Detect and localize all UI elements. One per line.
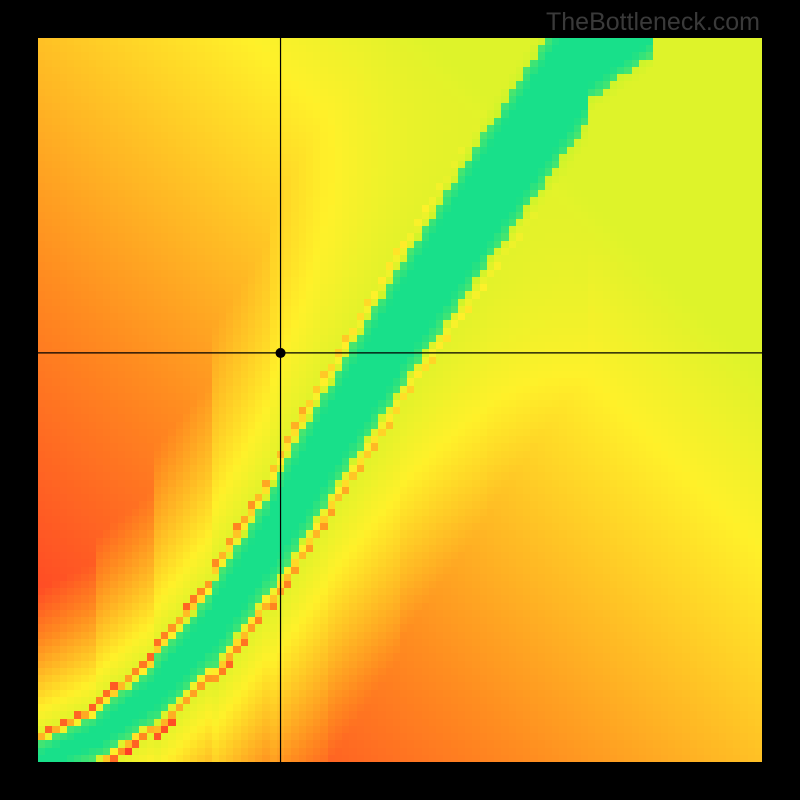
chart-root: TheBottleneck.com	[0, 0, 800, 800]
watermark-label: TheBottleneck.com	[546, 8, 760, 37]
bottleneck-heatmap	[0, 0, 800, 800]
